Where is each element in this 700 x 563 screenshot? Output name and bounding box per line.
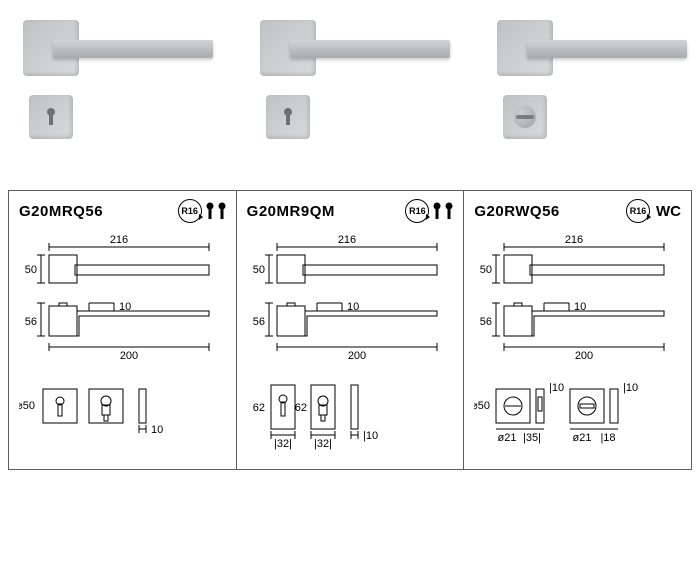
escutcheon-plate xyxy=(29,95,73,139)
svg-text:56: 56 xyxy=(25,316,37,328)
spec-badge: R16 xyxy=(178,199,226,223)
svg-text:ø21: ø21 xyxy=(498,432,517,444)
spec-header: G20MRQ56 R16 xyxy=(19,199,226,223)
product-code: G20MRQ56 xyxy=(19,203,103,220)
key-icon xyxy=(433,202,441,220)
technical-drawing: 216 50 10 56 200 ⌀50 |10 ø21 |35| xyxy=(474,229,681,459)
lever-handle xyxy=(527,40,687,58)
svg-text:|10: |10 xyxy=(623,382,638,394)
svg-text:62: 62 xyxy=(294,402,306,414)
svg-text:62: 62 xyxy=(252,402,264,414)
svg-text:|32|: |32| xyxy=(314,438,332,450)
r16-badge: R16 xyxy=(405,199,429,223)
svg-text:10: 10 xyxy=(119,301,131,313)
svg-text:216: 216 xyxy=(337,234,355,246)
technical-drawing: 216 50 10 56 200 ⌀50 10 xyxy=(19,229,226,459)
key-icon xyxy=(445,202,453,220)
svg-text:|10: |10 xyxy=(363,430,378,442)
product-row xyxy=(0,0,700,190)
technical-drawing: 216 50 10 56 200 62 |32| 62 xyxy=(247,229,454,459)
svg-text:10: 10 xyxy=(347,301,359,313)
product-code: G20MR9QM xyxy=(247,203,335,220)
svg-text:200: 200 xyxy=(575,350,593,362)
spec-badge: R16 xyxy=(405,199,453,223)
key-icon xyxy=(206,202,214,220)
svg-text:10: 10 xyxy=(151,424,163,436)
lever-handle xyxy=(53,40,213,58)
keyhole-icon xyxy=(281,106,295,128)
svg-text:|10: |10 xyxy=(549,382,564,394)
svg-text:|35|: |35| xyxy=(523,432,541,444)
svg-text:|18: |18 xyxy=(601,432,616,444)
svg-text:200: 200 xyxy=(120,350,138,362)
wc-label: WC xyxy=(656,203,681,220)
svg-text:56: 56 xyxy=(252,316,264,328)
product-image xyxy=(13,10,213,150)
escutcheon-plate xyxy=(503,95,547,139)
r16-badge: R16 xyxy=(178,199,202,223)
svg-text:50: 50 xyxy=(25,264,37,276)
r16-badge: R16 xyxy=(626,199,650,223)
svg-text:⌀50: ⌀50 xyxy=(474,400,490,412)
svg-text:216: 216 xyxy=(110,234,128,246)
product-image xyxy=(487,10,687,150)
svg-text:10: 10 xyxy=(574,301,586,313)
spec-cell: G20MRQ56 R16 216 50 10 56 200 ⌀50 xyxy=(9,191,237,469)
spec-cell: G20RWQ56 R16 WC 216 50 10 56 200 ⌀50 xyxy=(464,191,691,469)
svg-text:⌀50: ⌀50 xyxy=(19,400,35,412)
spec-cell: G20MR9QM R16 216 50 10 56 200 62 xyxy=(237,191,465,469)
svg-text:ø21: ø21 xyxy=(573,432,592,444)
svg-text:|32|: |32| xyxy=(274,438,292,450)
svg-text:200: 200 xyxy=(347,350,365,362)
key-icon xyxy=(218,202,226,220)
thumbturn-knob xyxy=(514,106,536,128)
svg-text:216: 216 xyxy=(565,234,583,246)
keyhole-icon xyxy=(44,106,58,128)
svg-text:50: 50 xyxy=(480,264,492,276)
spec-header: G20MR9QM R16 xyxy=(247,199,454,223)
escutcheon-plate xyxy=(266,95,310,139)
spec-header: G20RWQ56 R16 WC xyxy=(474,199,681,223)
svg-text:56: 56 xyxy=(480,316,492,328)
spec-row: G20MRQ56 R16 216 50 10 56 200 ⌀50 xyxy=(8,190,692,470)
product-code: G20RWQ56 xyxy=(474,203,559,220)
svg-text:50: 50 xyxy=(252,264,264,276)
lever-handle xyxy=(290,40,450,58)
spec-badge: R16 WC xyxy=(626,199,681,223)
product-image xyxy=(250,10,450,150)
